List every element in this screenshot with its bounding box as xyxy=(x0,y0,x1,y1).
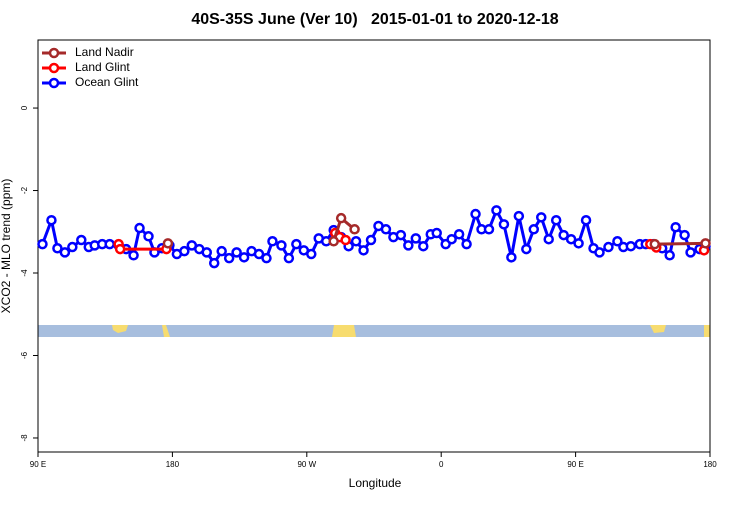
data-point xyxy=(59,247,71,258)
data-point xyxy=(328,236,339,247)
data-point xyxy=(162,238,174,249)
data-point xyxy=(536,212,547,223)
x-axis-label: Longitude xyxy=(349,476,402,490)
data-point xyxy=(143,231,154,242)
legend-marker xyxy=(48,62,60,74)
data-point xyxy=(453,228,465,240)
data-point xyxy=(350,236,362,247)
data-point xyxy=(521,243,532,255)
data-point xyxy=(558,229,569,241)
land-shape xyxy=(162,325,170,337)
data-point xyxy=(134,222,145,234)
y-tick-label: -8 xyxy=(20,434,29,442)
legend-label: Ocean Glint xyxy=(75,75,139,89)
land-shape xyxy=(704,325,710,337)
data-point xyxy=(700,238,711,249)
data-point xyxy=(179,245,190,257)
data-point xyxy=(358,245,369,256)
land-shape xyxy=(650,325,666,333)
data-point xyxy=(470,208,481,220)
data-point xyxy=(128,250,139,261)
x-tick-label: 180 xyxy=(166,460,180,469)
y-axis-label: XCO2 - MLO trend (ppm) xyxy=(0,179,13,314)
data-point xyxy=(306,248,317,260)
data-point xyxy=(679,229,690,241)
y-tick-label: 0 xyxy=(20,105,29,110)
data-point xyxy=(603,241,614,253)
data-point xyxy=(670,221,681,233)
data-point xyxy=(685,247,696,258)
data-point xyxy=(491,205,502,216)
data-point xyxy=(446,233,457,245)
land-shape xyxy=(112,325,128,333)
x-tick-label: 90 E xyxy=(30,460,46,469)
data-point xyxy=(594,247,605,258)
x-tick-label: 180 xyxy=(703,460,717,469)
data-point xyxy=(573,238,584,249)
chart-title: 40S-35S June (Ver 10) 2015-01-01 to 2020… xyxy=(191,11,558,28)
data-point xyxy=(104,238,115,250)
data-point xyxy=(528,224,540,235)
data-point xyxy=(67,241,78,253)
legend-label: Land Nadir xyxy=(75,45,134,59)
data-point xyxy=(201,247,212,258)
data-point xyxy=(223,252,235,264)
data-point xyxy=(410,233,422,244)
legend-marker xyxy=(48,47,60,59)
legend-label: Land Glint xyxy=(75,60,130,74)
data-point xyxy=(506,252,517,263)
data-point xyxy=(283,252,295,264)
data-point xyxy=(649,238,660,250)
data-point xyxy=(267,236,278,247)
land-shape xyxy=(332,325,356,337)
data-point xyxy=(380,224,392,235)
data-point xyxy=(418,240,429,252)
data-point xyxy=(403,240,414,251)
data-point xyxy=(261,252,272,264)
y-tick-label: -4 xyxy=(20,269,29,277)
ocean-strip xyxy=(38,325,710,337)
data-point xyxy=(498,219,510,230)
legend-marker xyxy=(48,77,60,89)
y-tick-label: -2 xyxy=(20,186,29,194)
data-point xyxy=(291,238,302,250)
data-point xyxy=(231,247,242,258)
data-point xyxy=(664,250,675,261)
data-point xyxy=(580,214,592,226)
data-point xyxy=(365,234,377,246)
data-point xyxy=(253,248,265,260)
data-point xyxy=(238,252,250,263)
x-tick-label: 0 xyxy=(439,460,444,469)
data-point xyxy=(550,214,562,226)
data-point xyxy=(565,233,577,245)
data-point xyxy=(612,236,623,247)
data-point xyxy=(461,238,472,250)
data-point xyxy=(37,238,48,250)
y-tick-label: -6 xyxy=(20,351,29,359)
data-point xyxy=(513,210,525,222)
data-point xyxy=(543,233,554,245)
data-point xyxy=(216,245,227,257)
data-point xyxy=(340,234,351,246)
data-point xyxy=(335,212,347,224)
x-tick-label: 90 E xyxy=(567,460,583,469)
data-point xyxy=(208,257,220,269)
data-point xyxy=(276,240,287,251)
data-point xyxy=(395,229,407,241)
data-point xyxy=(46,214,57,226)
data-point xyxy=(431,227,442,239)
data-point xyxy=(114,243,126,255)
x-tick-label: 90 W xyxy=(297,460,316,469)
data-point xyxy=(483,224,495,235)
data-point xyxy=(76,234,87,246)
data-point xyxy=(349,224,360,235)
data-point xyxy=(625,240,637,252)
data-point xyxy=(52,243,63,254)
